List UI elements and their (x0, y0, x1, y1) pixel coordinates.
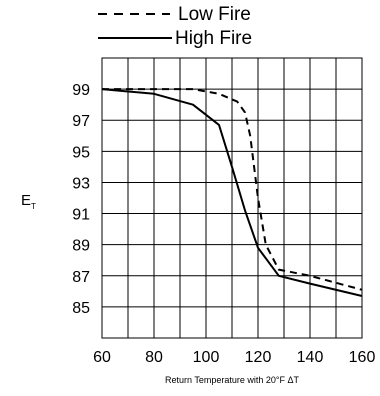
plot-frame (101, 57, 363, 339)
series-line-low-fire (102, 88, 363, 291)
y-axis-label: E (21, 192, 31, 209)
y-tick-label: 85 (72, 300, 90, 317)
x-tick-label: 80 (145, 349, 163, 366)
series-lines (101, 88, 363, 297)
x-tick-label: 140 (297, 349, 324, 366)
y-tick-label: 93 (72, 175, 90, 192)
x-tick-label: 100 (193, 349, 220, 366)
y-tick-label: 89 (72, 238, 90, 255)
y-tick-labels: 85 87 89 91 93 95 97 99 (72, 82, 90, 317)
grid (102, 58, 362, 338)
series-line-high-fire (101, 88, 363, 297)
y-tick-label: 99 (72, 82, 90, 99)
x-tick-label: 160 (349, 349, 376, 366)
legend-high-fire-label: High Fire (175, 28, 252, 49)
y-tick-label: 97 (72, 113, 90, 130)
x-tick-label: 60 (93, 349, 111, 366)
x-tick-label: 120 (245, 349, 272, 366)
y-tick-label: 91 (72, 207, 90, 224)
legend-low-fire-label: Low Fire (178, 4, 251, 25)
y-tick-label: 87 (72, 269, 90, 286)
y-axis-label-subscript: T (31, 202, 36, 211)
x-tick-labels: 60 80 100 120 140 160 (93, 349, 375, 366)
y-tick-label: 95 (72, 144, 90, 161)
x-axis-label: Return Temperature with 20°F ΔT (165, 375, 300, 385)
legend: Low Fire High Fire (98, 4, 252, 49)
